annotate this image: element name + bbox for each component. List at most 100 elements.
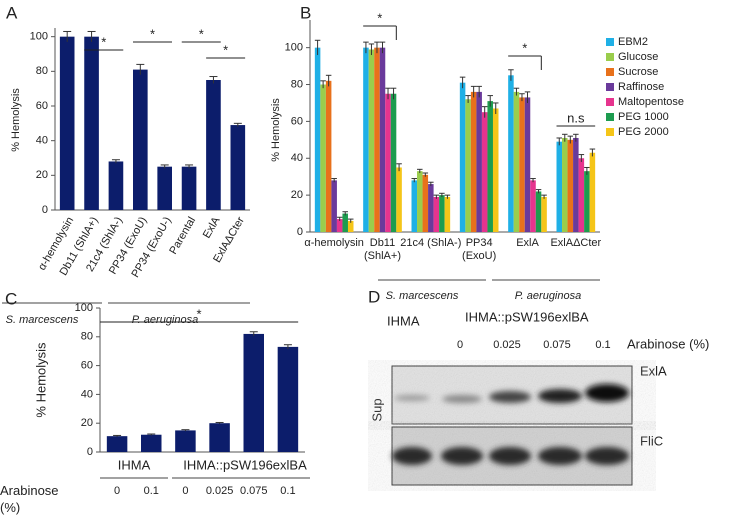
y-axis-label: % Hemolysis <box>270 98 282 162</box>
label-box: ExlAΔCter <box>550 237 601 249</box>
strain-label: IHMA::pSW196exlBA <box>465 309 589 324</box>
y-tick-label: 40 <box>36 135 48 147</box>
band-label: FliC <box>640 433 663 448</box>
x-axis-label: Arabinose (%) <box>0 483 59 515</box>
significance-label: * <box>522 40 527 55</box>
strain-label: IHMA <box>387 313 420 328</box>
band <box>538 447 582 465</box>
panel-label: C <box>5 289 17 308</box>
bar <box>368 49 375 232</box>
legend-swatch <box>606 128 614 136</box>
bar <box>314 47 321 232</box>
y-tick-label: 100 <box>75 302 93 314</box>
bar <box>342 213 348 232</box>
bar <box>487 101 493 233</box>
bar <box>347 220 354 232</box>
band <box>442 395 482 403</box>
y-tick-label: 0 <box>42 204 48 216</box>
y-tick-label: 80 <box>291 78 303 90</box>
legend-swatch <box>606 53 614 61</box>
panel-label: B <box>300 3 311 22</box>
y-tick-label: 60 <box>81 360 93 372</box>
significance-label: * <box>377 10 382 25</box>
bar <box>428 184 434 232</box>
bar <box>573 137 579 232</box>
legend-label: Glucose <box>618 51 658 63</box>
band <box>538 389 582 403</box>
bar <box>331 180 337 232</box>
band <box>489 391 531 403</box>
bar <box>433 196 440 232</box>
bar <box>206 80 221 210</box>
x-tick-label: 21c4 (ShlA-) <box>400 237 462 249</box>
bar <box>277 346 299 452</box>
x-tick-label: Db11 (ShlA+) <box>364 237 401 262</box>
lane-label: 0.025 <box>493 339 521 351</box>
bar <box>157 166 172 210</box>
bar <box>390 93 397 232</box>
x-tick-label: 0.025 <box>206 485 234 497</box>
x-tick-label: α-hemolysin <box>304 237 364 249</box>
bar <box>84 36 99 210</box>
bar <box>439 195 445 232</box>
legend-label: PEG 1000 <box>618 111 669 123</box>
group-label: S. marcescens <box>6 314 79 326</box>
significance-label: n.s <box>567 110 585 125</box>
band <box>394 395 430 401</box>
bar <box>320 84 326 233</box>
y-tick-label: 20 <box>81 417 93 429</box>
y-tick-label: 60 <box>36 100 48 112</box>
bar <box>325 80 332 233</box>
y-tick-label: 60 <box>291 115 303 127</box>
bar <box>589 152 596 232</box>
bar <box>396 167 402 232</box>
y-tick-label: 40 <box>81 388 93 400</box>
bar <box>363 47 369 232</box>
x-tick-label: 0.1 <box>144 485 159 497</box>
y-tick-label: 100 <box>30 31 48 43</box>
y-tick-label: 40 <box>291 152 303 164</box>
bar <box>374 47 380 232</box>
label-box: 21c4 (ShlA-) <box>400 237 462 249</box>
bar <box>106 436 128 452</box>
lane-label: 0.1 <box>595 339 610 351</box>
significance-label: * <box>199 26 204 41</box>
bar <box>411 180 418 232</box>
group-label: IHMA <box>118 457 151 472</box>
bar <box>530 180 536 232</box>
arabinose-label: Arabinose (%) <box>627 336 709 351</box>
y-tick-label: 20 <box>36 169 48 181</box>
x-tick-label: ExlA <box>201 214 223 240</box>
label-box: ExlA <box>516 237 539 249</box>
y-axis-label: % Hemolysis <box>10 88 22 152</box>
legend-swatch <box>606 113 614 121</box>
group-label: P. aeruginosa <box>515 290 581 302</box>
bar <box>336 219 343 232</box>
bar <box>444 196 451 232</box>
band <box>489 447 531 465</box>
bar <box>535 191 542 232</box>
bar <box>422 174 429 232</box>
bar <box>476 91 482 232</box>
bar <box>465 99 471 232</box>
bar <box>584 171 590 232</box>
bar <box>181 166 197 210</box>
y-tick-label: 0 <box>87 446 93 458</box>
bar <box>141 434 162 452</box>
significance-label: * <box>223 42 228 57</box>
bar <box>578 158 585 232</box>
bar <box>243 333 264 452</box>
label-box: Arabinose (%) <box>0 483 59 515</box>
group-label: IHMA::pSW196exlBA <box>183 457 307 472</box>
bar <box>175 430 196 452</box>
y-tick-label: 100 <box>285 42 303 54</box>
bar <box>556 141 563 232</box>
x-tick-label: ExlA <box>516 237 539 249</box>
bar <box>562 137 568 232</box>
legend-label: Sucrose <box>618 66 658 78</box>
x-tick-label: 0 <box>182 485 188 497</box>
legend-swatch <box>606 38 614 46</box>
band <box>392 447 432 465</box>
